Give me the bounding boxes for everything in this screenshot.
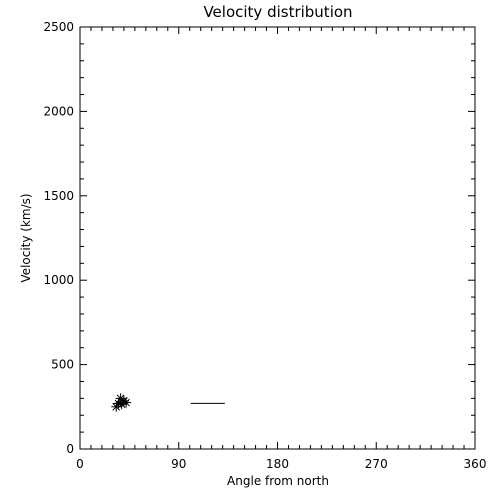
data-point — [121, 397, 132, 408]
plot-frame — [79, 26, 476, 450]
x-tick-label: 270 — [365, 457, 388, 471]
y-tick-label: 1500 — [43, 189, 74, 203]
y-axis-label: Velocity (km/s) — [19, 193, 33, 282]
y-tick-label: 0 — [66, 442, 74, 456]
y-tick-label: 2500 — [43, 20, 74, 34]
x-tick-label: 360 — [464, 457, 487, 471]
y-tick-label: 1000 — [43, 273, 74, 287]
data-marks — [111, 393, 225, 412]
x-tick-label: 180 — [266, 457, 289, 471]
x-tick-label: 90 — [171, 457, 186, 471]
x-tick-labels: 0 90 180 270 360 — [76, 457, 486, 471]
axis-ticks — [79, 26, 476, 450]
x-tick-label: 0 — [76, 457, 84, 471]
y-tick-label: 500 — [51, 358, 74, 372]
chart-title: Velocity distribution — [203, 3, 352, 21]
x-axis-label: Angle from north — [227, 474, 329, 488]
y-tick-label: 2000 — [43, 104, 74, 118]
y-tick-labels: 0 500 1000 1500 2000 2500 — [43, 20, 74, 456]
